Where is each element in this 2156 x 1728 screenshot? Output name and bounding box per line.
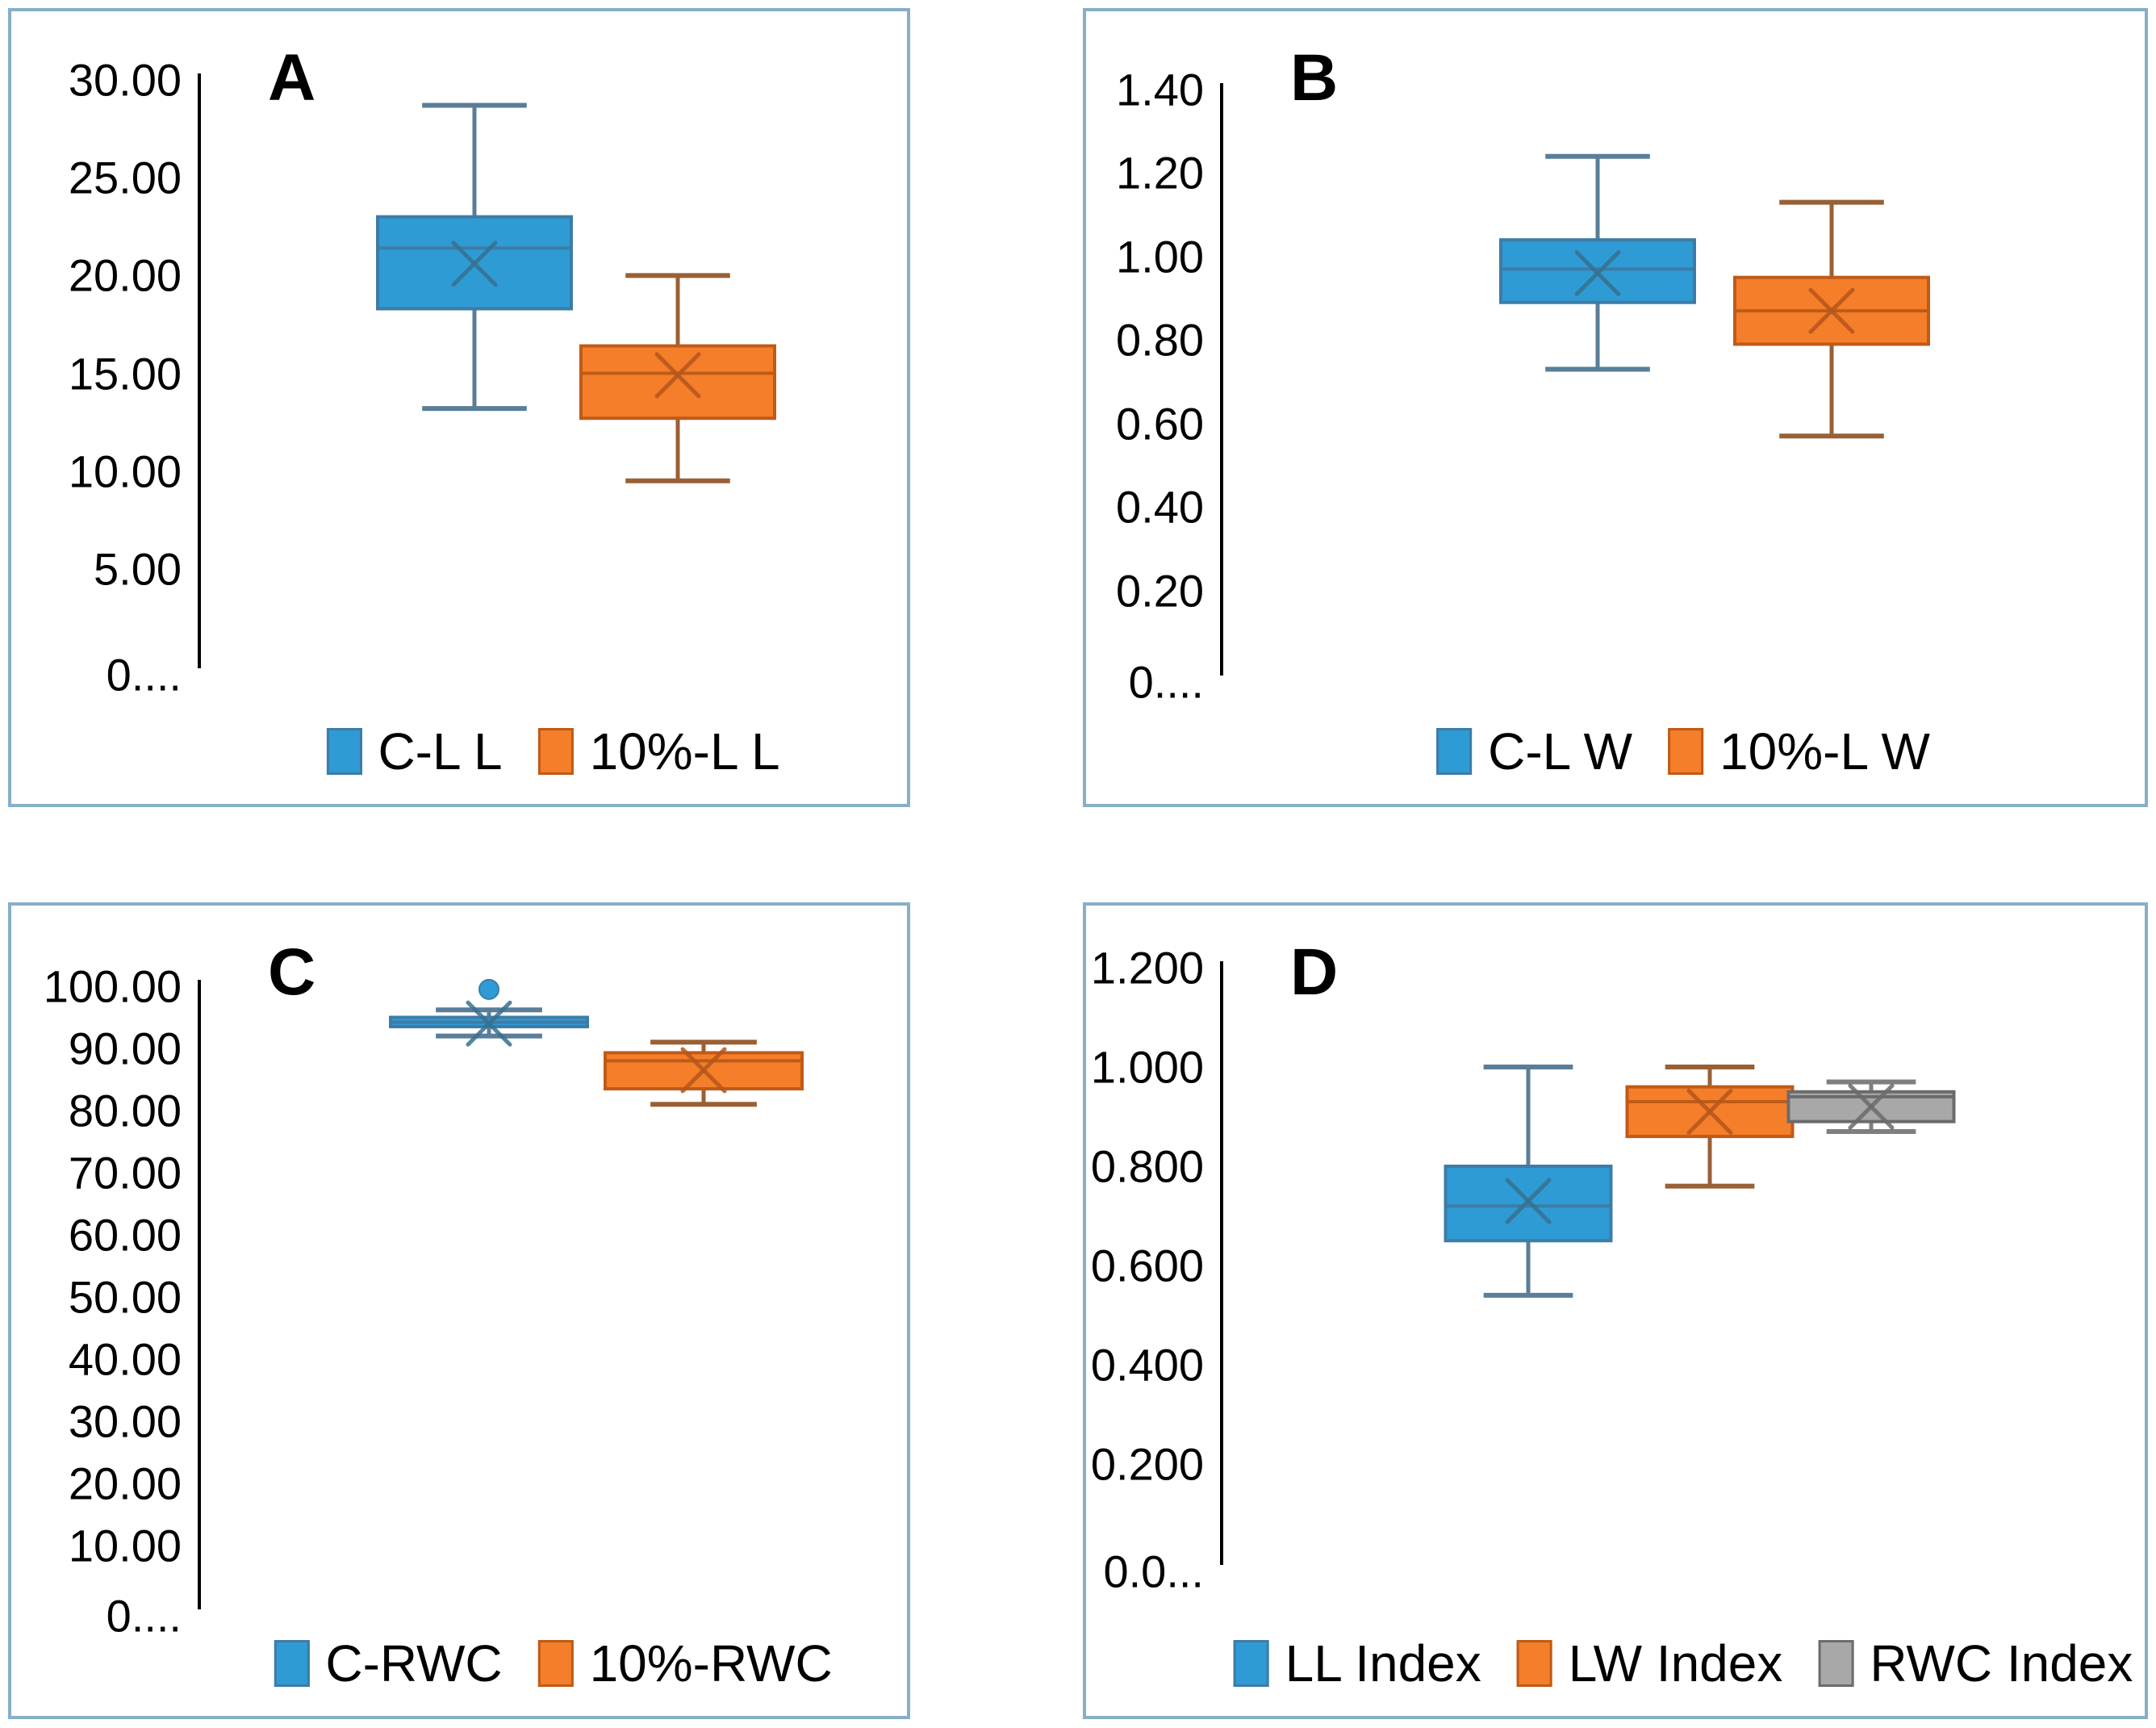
legend-swatch-icon: [274, 1640, 310, 1687]
y-axis-tick-label: 60.00: [68, 1209, 182, 1261]
mean-x-marker: [466, 1000, 512, 1047]
y-axis-tick-label: 1.000: [1090, 1041, 1204, 1093]
y-axis-tick-label: 0.200: [1090, 1438, 1204, 1490]
legend-item: RWC Index: [1818, 1634, 2133, 1693]
panel-A-leaf-length-boxplot: 30.00 25.00 20.00 15.00 10.00 5.00 0.... A C-L L…: [8, 8, 910, 807]
legend-item: C-L L: [326, 722, 503, 781]
y-axis-tick-label: 50.00: [68, 1271, 182, 1323]
legend-label: C-L L: [378, 722, 503, 780]
mean-x-marker: [1686, 1088, 1733, 1135]
legend-label: 10%-L L: [589, 722, 780, 780]
y-axis-tick-label: 10.00: [68, 446, 182, 497]
legend-item: LL Index: [1233, 1634, 1481, 1693]
legend-swatch-icon: [537, 1640, 574, 1687]
y-axis-tick-label: 90.00: [68, 1023, 182, 1074]
legend-swatch-icon: [326, 728, 362, 775]
legend: C-RWC 10%-RWC: [274, 1634, 833, 1693]
y-axis-tick-label: 80.00: [68, 1085, 182, 1136]
panel-letter: C: [268, 935, 316, 1009]
y-axis-tick-label: 10.00: [68, 1520, 182, 1571]
legend: C-L W 10%-L W: [1436, 722, 1930, 781]
box-series-lw-index: [1625, 1065, 1795, 1189]
box-series-10-rwc: [604, 1040, 804, 1107]
legend-item: LW Index: [1516, 1634, 1783, 1693]
y-axis-tick-label: 1.00: [1116, 231, 1204, 282]
mean-x-marker: [451, 241, 498, 287]
outlier-point: [478, 978, 499, 1000]
legend-item: C-RWC: [274, 1634, 503, 1693]
y-axis-tick-label: 0.80: [1116, 314, 1204, 366]
panel-C-rwc-boxplot: 100.00 90.00 80.00 70.00 60.00 50.00 40.00 30.0…: [8, 902, 910, 1719]
legend-item: 10%-L W: [1668, 722, 1930, 781]
box-series-c-l-l: [376, 103, 573, 412]
mean-x-marker: [1808, 287, 1855, 334]
y-axis-tick-label: 15.00: [68, 348, 182, 399]
y-axis-tick-label: 1.20: [1116, 147, 1204, 199]
y-axis-tick-label: 40.00: [68, 1333, 182, 1385]
mean-x-marker: [680, 1047, 727, 1094]
y-axis-tick-label: 0.60: [1116, 398, 1204, 450]
legend-item: C-L W: [1436, 722, 1632, 781]
panel-D-index-boxplot: 1.200 1.000 0.800 0.600 0.400 0.200 0.0... D LL …: [1083, 902, 2148, 1719]
y-axis-tick-label: 0....: [1128, 656, 1204, 708]
y-axis-tick-label: 0.400: [1090, 1339, 1204, 1391]
y-axis-tick-label: 30.00: [68, 54, 182, 106]
y-axis-tick-label: 20.00: [68, 1458, 182, 1509]
legend-swatch-icon: [537, 728, 574, 775]
y-axis-tick-label: 100.00: [43, 960, 182, 1012]
legend-swatch-icon: [1668, 728, 1704, 775]
y-axis-tick-label: 1.200: [1090, 942, 1204, 994]
legend-label: 10%-RWC: [589, 1634, 833, 1692]
y-axis-tick-label: 1.40: [1116, 64, 1204, 115]
boxplot-canvas: [1220, 961, 1956, 1565]
legend-label: 10%-L W: [1719, 722, 1930, 780]
mean-x-marker: [1848, 1083, 1895, 1130]
panel-letter: A: [268, 41, 316, 115]
legend-swatch-icon: [1436, 728, 1473, 775]
y-axis-tick-label: 5.00: [94, 543, 182, 595]
iqr-box: [579, 344, 776, 420]
legend-swatch-icon: [1818, 1640, 1854, 1687]
y-axis-tick-label: 70.00: [68, 1147, 182, 1199]
box-series-ll-index: [1444, 1065, 1613, 1298]
mean-x-marker: [1505, 1178, 1552, 1224]
panel-letter: D: [1290, 935, 1339, 1009]
y-axis-tick-label: 0....: [106, 1590, 182, 1642]
box-series-c-l-w: [1499, 153, 1696, 372]
legend-label: C-RWC: [325, 1634, 503, 1692]
y-axis-tick-label: 0.800: [1090, 1140, 1204, 1192]
boxplot-canvas: [198, 73, 776, 668]
y-axis-tick-label: 25.00: [68, 152, 182, 203]
legend-item: 10%-RWC: [537, 1634, 833, 1693]
legend-label: LW Index: [1568, 1634, 1783, 1692]
box-series-c-rwc: [389, 978, 589, 1047]
legend-label: RWC Index: [1870, 1634, 2133, 1692]
box-series-10-l-w: [1733, 199, 1930, 439]
boxplot-canvas: [1220, 83, 1930, 676]
box-series-rwc-index: [1786, 1079, 1956, 1134]
legend: LL Index LW Index RWC Index: [1233, 1634, 2133, 1693]
y-axis-tick-label: 0.0...: [1103, 1546, 1204, 1597]
legend-item: 10%-L L: [537, 722, 780, 781]
legend-swatch-icon: [1233, 1640, 1269, 1687]
y-axis-tick-label: 0.20: [1116, 565, 1204, 617]
y-axis-tick-label: 30.00: [68, 1395, 182, 1447]
legend-label: LL Index: [1285, 1634, 1481, 1692]
y-axis-tick-label: 20.00: [68, 249, 182, 301]
mean-x-marker: [1574, 250, 1621, 297]
mean-x-marker: [654, 352, 701, 399]
y-axis-tick-label: 0.600: [1090, 1240, 1204, 1291]
panel-B-leaf-width-boxplot: 1.40 1.20 1.00 0.80 0.60 0.40 0.20 0.... B C-L W 1…: [1083, 8, 2148, 807]
legend: C-L L 10%-L L: [326, 722, 780, 781]
legend-label: C-L W: [1488, 722, 1633, 780]
boxplot-canvas: [198, 978, 804, 1609]
panel-letter: B: [1290, 41, 1339, 115]
box-series-10-l-l: [579, 273, 776, 483]
y-axis-tick-label: 0....: [106, 649, 182, 701]
y-axis-tick-label: 0.40: [1116, 481, 1204, 533]
legend-swatch-icon: [1516, 1640, 1552, 1687]
